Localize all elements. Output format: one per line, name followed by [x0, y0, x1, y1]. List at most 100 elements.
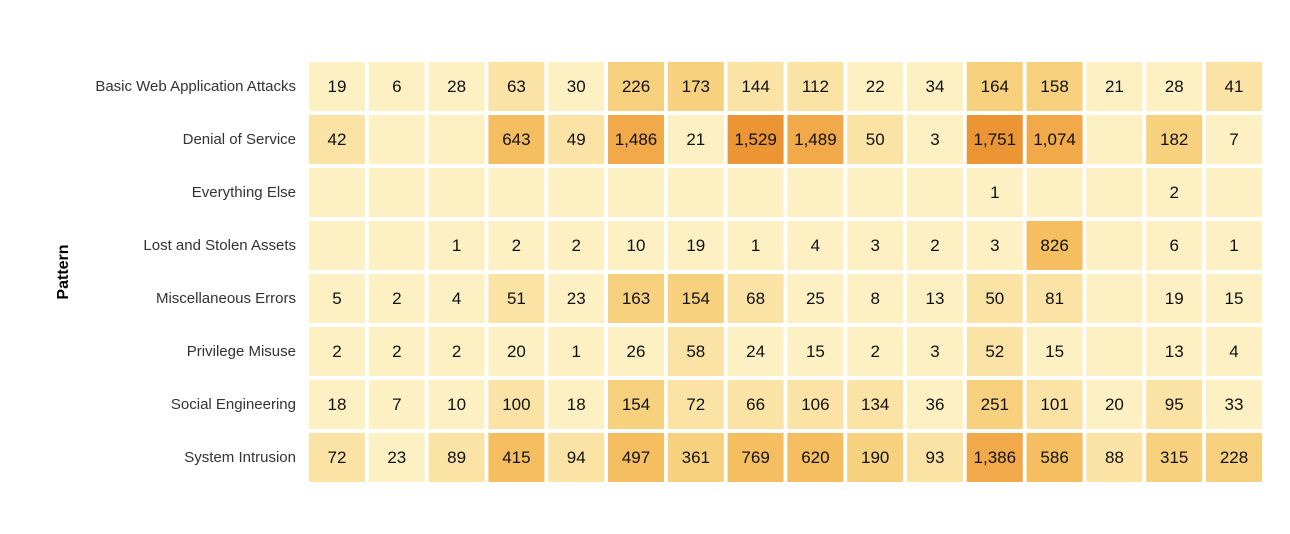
heatmap-cell [368, 380, 425, 429]
heatmap-cell [1206, 62, 1262, 111]
heatmap-cell [488, 380, 545, 429]
cell-value-label: 6 [1169, 236, 1178, 255]
cell-value-label: 42 [328, 130, 347, 149]
heatmap-cell [1146, 221, 1203, 270]
cell-value-label: 2 [452, 342, 461, 361]
cell-value-label: 154 [622, 395, 650, 414]
cell-value-label: 66 [746, 395, 765, 414]
cell-value-label: 23 [387, 448, 406, 467]
heatmap-cell [907, 380, 963, 429]
heatmap-cell [1086, 115, 1143, 164]
cell-value-label: 315 [1160, 448, 1188, 467]
cell-value-label: 251 [981, 395, 1009, 414]
cell-value-label: 3 [930, 130, 939, 149]
cell-value-label: 58 [686, 342, 705, 361]
heatmap-cell [907, 168, 963, 217]
cell-value-label: 81 [1045, 289, 1064, 308]
heatmap-cell [1086, 221, 1143, 270]
heatmap-cell [368, 168, 425, 217]
heatmap-cell [1206, 433, 1262, 482]
heatmap-cell [966, 380, 1023, 429]
cell-value-label: 2 [392, 289, 401, 308]
heatmap-cell [548, 433, 605, 482]
heatmap-cell [847, 168, 904, 217]
heatmap-cell [787, 327, 844, 376]
heatmap-cell [368, 221, 425, 270]
cell-value-label: 28 [1165, 77, 1184, 96]
cell-value-label: 20 [1105, 395, 1124, 414]
cell-value-label: 101 [1040, 395, 1068, 414]
heatmap-cell [787, 274, 844, 323]
cell-value-label: 3 [870, 236, 879, 255]
heatmap-cell [667, 62, 724, 111]
heatmap-cell [787, 433, 844, 482]
heatmap-cell [309, 62, 365, 111]
cell-value-label: 3 [990, 236, 999, 255]
cell-value-label: 18 [567, 395, 586, 414]
heatmap-cell [787, 62, 844, 111]
heatmap-cell [727, 433, 784, 482]
cell-value-label: 34 [926, 77, 945, 96]
row-label: Everything Else [192, 184, 296, 201]
cell-value-label: 94 [567, 448, 586, 467]
heatmap-cell [368, 274, 425, 323]
cell-value-label: 154 [682, 289, 710, 308]
cell-value-label: 24 [746, 342, 765, 361]
cell-value-label: 10 [447, 395, 466, 414]
heatmap-cell [727, 327, 784, 376]
heatmap-cell [847, 327, 904, 376]
cell-value-label: 173 [682, 77, 710, 96]
heatmap-cell [1206, 221, 1262, 270]
heatmap-cell [548, 380, 605, 429]
heatmap-cell [309, 380, 365, 429]
heatmap-cell [548, 168, 605, 217]
cell-value-label: 19 [686, 236, 705, 255]
cell-value-label: 10 [627, 236, 646, 255]
cell-value-label: 33 [1225, 395, 1244, 414]
heatmap-cell [727, 380, 784, 429]
heatmap-cell [1026, 274, 1083, 323]
cell-value-label: 1,074 [1033, 130, 1076, 149]
cell-value-label: 5 [332, 289, 341, 308]
heatmap-cell [1146, 115, 1203, 164]
heatmap-cell [847, 115, 904, 164]
cell-value-label: 586 [1040, 448, 1068, 467]
heatmap-cell [847, 221, 904, 270]
cell-value-label: 1 [751, 236, 760, 255]
heatmap-cell [428, 221, 485, 270]
cell-value-label: 15 [1225, 289, 1244, 308]
cell-value-label: 2 [1169, 183, 1178, 202]
heatmap-cell [608, 168, 664, 217]
heatmap-cell [309, 274, 365, 323]
cell-value-label: 100 [502, 395, 530, 414]
cell-value-label: 112 [802, 77, 829, 96]
heatmap-cell [1086, 327, 1143, 376]
heatmap-cell [608, 274, 664, 323]
heatmap-cell [428, 168, 485, 217]
cell-value-label: 2 [870, 342, 879, 361]
heatmap-cell [667, 327, 724, 376]
heatmap-cell [787, 380, 844, 429]
heatmap-cell [368, 327, 425, 376]
cell-value-label: 1 [452, 236, 461, 255]
heatmap-cell [907, 433, 963, 482]
cell-value-label: 2 [332, 342, 341, 361]
cell-value-label: 28 [447, 77, 466, 96]
heatmap-cell [966, 274, 1023, 323]
cell-value-label: 1,751 [974, 130, 1017, 149]
heatmap-cell [667, 168, 724, 217]
heatmap-cell [1026, 115, 1083, 164]
heatmap-cell [966, 221, 1023, 270]
heatmap-cell [727, 168, 784, 217]
heatmap-cell [608, 327, 664, 376]
heatmap-cell [966, 327, 1023, 376]
heatmap-cell [309, 327, 365, 376]
cell-value-label: 52 [985, 342, 1004, 361]
cell-value-label: 50 [866, 130, 885, 149]
cell-value-label: 36 [926, 395, 945, 414]
cell-value-label: 415 [502, 448, 530, 467]
heatmap-cell [787, 115, 844, 164]
heatmap-cell [667, 380, 724, 429]
heatmap-cell [847, 380, 904, 429]
